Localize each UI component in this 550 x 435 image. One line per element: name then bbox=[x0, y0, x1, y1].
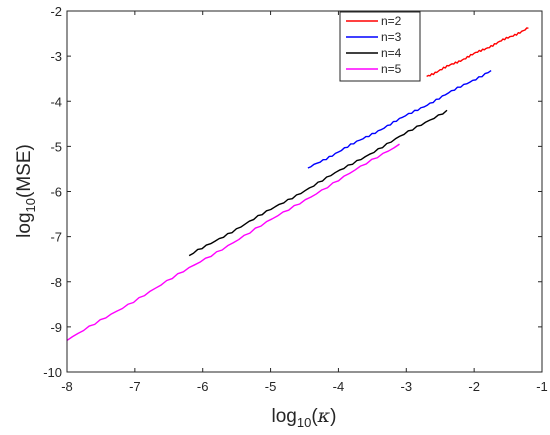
y-tick-label: -4 bbox=[50, 94, 62, 109]
x-axis-label: log10(κ) bbox=[272, 405, 337, 430]
x-tick-label: -4 bbox=[333, 379, 345, 394]
y-tick-label: -5 bbox=[50, 139, 62, 154]
series-line-2 bbox=[426, 27, 529, 78]
x-tick-label: -3 bbox=[401, 379, 413, 394]
y-tick-label: -9 bbox=[50, 320, 62, 335]
legend: n=2 n=3 n=4 n=5 bbox=[339, 11, 421, 82]
legend-label: n=2 bbox=[381, 14, 402, 28]
series-layer bbox=[66, 27, 529, 341]
series-line-3 bbox=[307, 69, 492, 169]
x-tick-label: -6 bbox=[197, 379, 209, 394]
y-tick-label: -2 bbox=[50, 4, 62, 19]
y-axis-label: log10(MSE) bbox=[14, 144, 38, 238]
x-tick-label: -8 bbox=[61, 379, 73, 394]
y-tick-label: -8 bbox=[50, 275, 62, 290]
y-tick-label: -6 bbox=[50, 185, 62, 200]
y-tick-label: -3 bbox=[50, 49, 62, 64]
y-tick-label: -10 bbox=[43, 365, 62, 380]
x-tick-label: -5 bbox=[265, 379, 277, 394]
tick-layer: -8 -7 -6 -5 -4 -3 -2 -1 -10 -9 -8 -7 -6 -5 -4 -3 -2 bbox=[43, 4, 548, 394]
x-tick-label: -2 bbox=[468, 379, 480, 394]
legend-label: n=3 bbox=[381, 30, 402, 44]
series-line-5 bbox=[66, 143, 400, 341]
x-tick-label: -7 bbox=[129, 379, 141, 394]
y-tick-label: -7 bbox=[50, 230, 62, 245]
legend-label: n=4 bbox=[381, 46, 402, 60]
legend-box bbox=[339, 11, 421, 82]
x-tick-label: -1 bbox=[536, 379, 548, 394]
legend-label: n=5 bbox=[381, 62, 402, 76]
series-line-4 bbox=[188, 109, 448, 257]
